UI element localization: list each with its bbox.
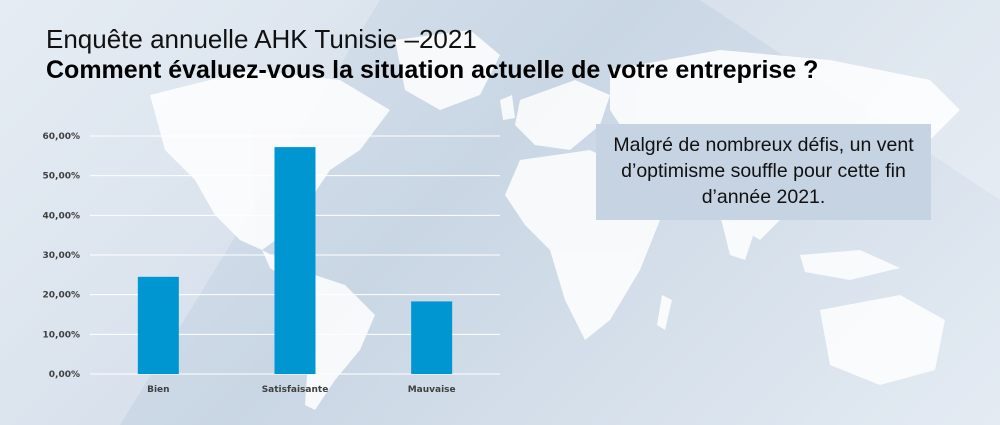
bar — [274, 147, 316, 374]
y-tick-label: 0,00% — [49, 370, 80, 380]
y-tick-label: 60,00% — [43, 132, 81, 142]
bar — [411, 301, 453, 374]
survey-title: Enquête annuelle AHK Tunisie –2021 — [46, 24, 477, 54]
y-tick-label: 40,00% — [43, 211, 81, 221]
y-tick-label: 50,00% — [43, 172, 81, 182]
y-tick-label: 10,00% — [43, 330, 81, 340]
y-tick-label: 30,00% — [43, 251, 81, 261]
x-tick-label: Mauvaise — [408, 385, 456, 395]
y-tick-label: 20,00% — [43, 291, 81, 301]
bar — [137, 276, 179, 374]
survey-question: Comment évaluez-vous la situation actuel… — [46, 56, 819, 84]
x-tick-label: Bien — [147, 385, 169, 395]
x-tick-label: Satisfaisante — [262, 385, 329, 395]
callout-text: Malgré de nombreux défis, un vent d’opti… — [613, 134, 914, 208]
callout-box: Malgré de nombreux défis, un vent d’opti… — [596, 124, 931, 220]
